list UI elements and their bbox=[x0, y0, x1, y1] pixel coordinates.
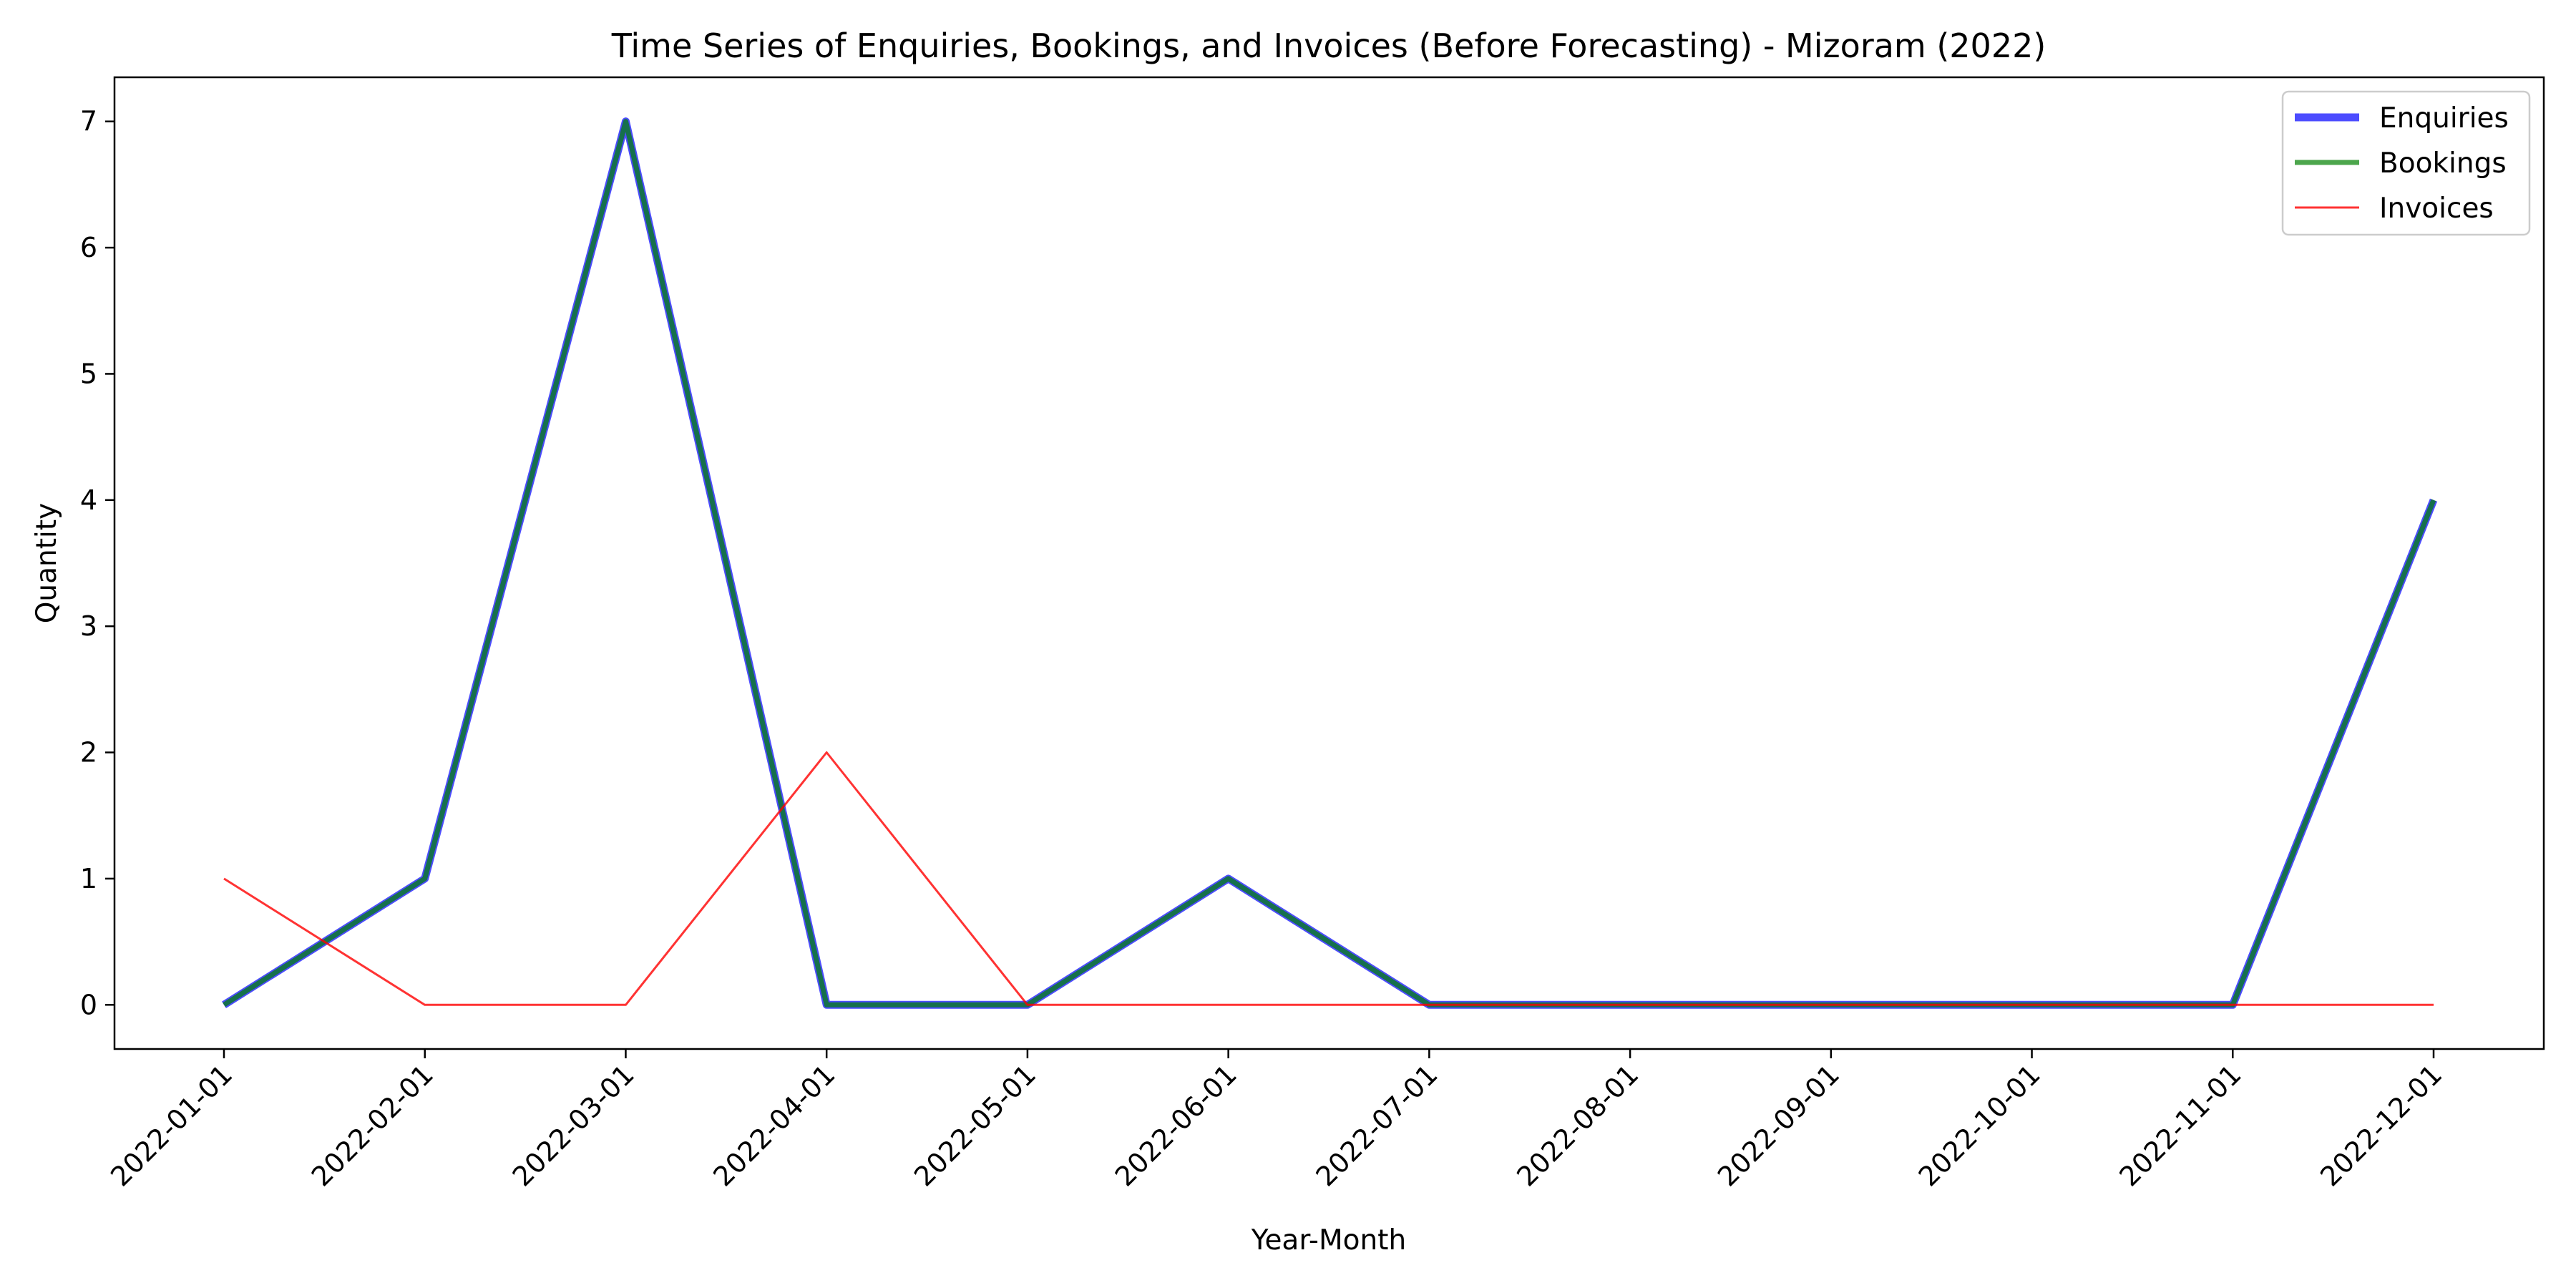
legend: Enquiries Bookings Invoices bbox=[2281, 90, 2531, 236]
series-line-invoices bbox=[223, 751, 2434, 1006]
y-tick-label: 0 bbox=[80, 989, 97, 1020]
plot-frame bbox=[113, 76, 2545, 1050]
y-tick-label: 2 bbox=[80, 737, 97, 769]
y-tick-label: 3 bbox=[80, 610, 97, 642]
y-axis: 0 1 2 3 4 5 6 7 bbox=[80, 106, 114, 1020]
y-tick-label: 6 bbox=[80, 232, 97, 263]
legend-label-bookings: Bookings bbox=[2379, 147, 2507, 180]
y-tick-label: 7 bbox=[80, 106, 97, 137]
y-tick-label: 1 bbox=[80, 863, 97, 894]
y-tick-label: 5 bbox=[80, 358, 97, 389]
y-axis-label: Quantity bbox=[31, 503, 63, 624]
legend-label-enquiries: Enquiries bbox=[2379, 102, 2509, 135]
x-axis-label: Year-Month bbox=[1251, 1224, 1406, 1257]
plot-lines bbox=[222, 117, 2438, 1009]
legend-box bbox=[2281, 90, 2531, 236]
legend-label-invoices: Invoices bbox=[2379, 192, 2494, 225]
y-tick-label: 4 bbox=[80, 484, 97, 516]
chart-title: Time Series of Enquiries, Bookings, and … bbox=[611, 26, 2046, 65]
